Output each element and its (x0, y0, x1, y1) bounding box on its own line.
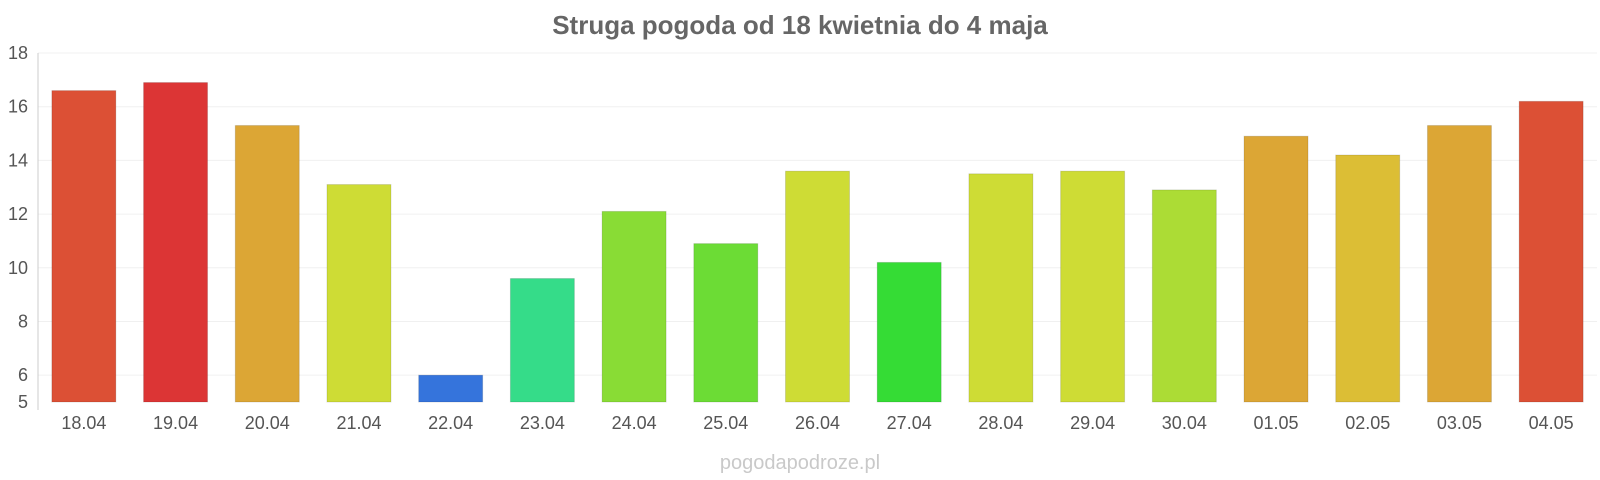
y-tick-label: 8 (18, 311, 28, 331)
bar-02.05 (1335, 154, 1401, 403)
chart-title: Struga pogoda od 18 kwietnia do 4 maja (552, 10, 1048, 40)
x-category-label: 20.04 (245, 413, 290, 433)
bar-28.04 (968, 173, 1034, 403)
x-category-label: 02.05 (1345, 413, 1390, 433)
x-category-label: 27.04 (887, 413, 932, 433)
bars (51, 82, 1584, 403)
bar-19.04 (143, 82, 209, 403)
bar-01.05 (1243, 135, 1309, 403)
bar-21.04 (326, 184, 392, 403)
y-tick-label: 18 (8, 43, 28, 63)
y-axis: 5 6 8 10 12 14 16 18 (8, 43, 39, 412)
bar-25.04 (693, 243, 759, 403)
x-category-label: 18.04 (61, 413, 106, 433)
bar-18.04 (51, 90, 117, 403)
y-tick-label: 6 (18, 365, 28, 385)
bar-29.04 (1060, 170, 1126, 403)
watermark: pogodapodroze.pl (719, 452, 881, 474)
x-category-label: 23.04 (520, 413, 565, 433)
y-tick-label: 10 (8, 258, 28, 278)
bar-27.04 (876, 261, 942, 403)
bar-20.04 (234, 124, 300, 403)
x-category-label: 24.04 (612, 413, 657, 433)
x-category-label: 03.05 (1437, 413, 1482, 433)
bar-23.04 (509, 278, 575, 403)
bar-22.04 (418, 374, 484, 403)
y-tick-label: 16 (8, 97, 28, 117)
y-tick-label: 5 (18, 392, 28, 412)
x-category-label: 28.04 (978, 413, 1023, 433)
x-category-label: 30.04 (1162, 413, 1207, 433)
x-category-label: 26.04 (795, 413, 840, 433)
x-category-label: 25.04 (703, 413, 748, 433)
y-tick-label: 14 (8, 150, 28, 170)
x-category-label: 04.05 (1529, 413, 1574, 433)
x-axis-labels: 18.04 19.04 20.04 21.04 22.04 23.04 24.04 25.04… (61, 413, 1573, 433)
x-category-label: 01.05 (1254, 413, 1299, 433)
x-category-label: 29.04 (1070, 413, 1115, 433)
x-category-label: 22.04 (428, 413, 473, 433)
bar-30.04 (1151, 189, 1217, 403)
x-category-label: 21.04 (336, 413, 381, 433)
y-tick-label: 12 (8, 204, 28, 224)
bar-24.04 (601, 210, 667, 403)
x-category-label: 19.04 (153, 413, 198, 433)
bar-03.05 (1426, 124, 1492, 403)
bar-26.04 (785, 170, 850, 403)
bar-04.05 (1518, 100, 1584, 403)
